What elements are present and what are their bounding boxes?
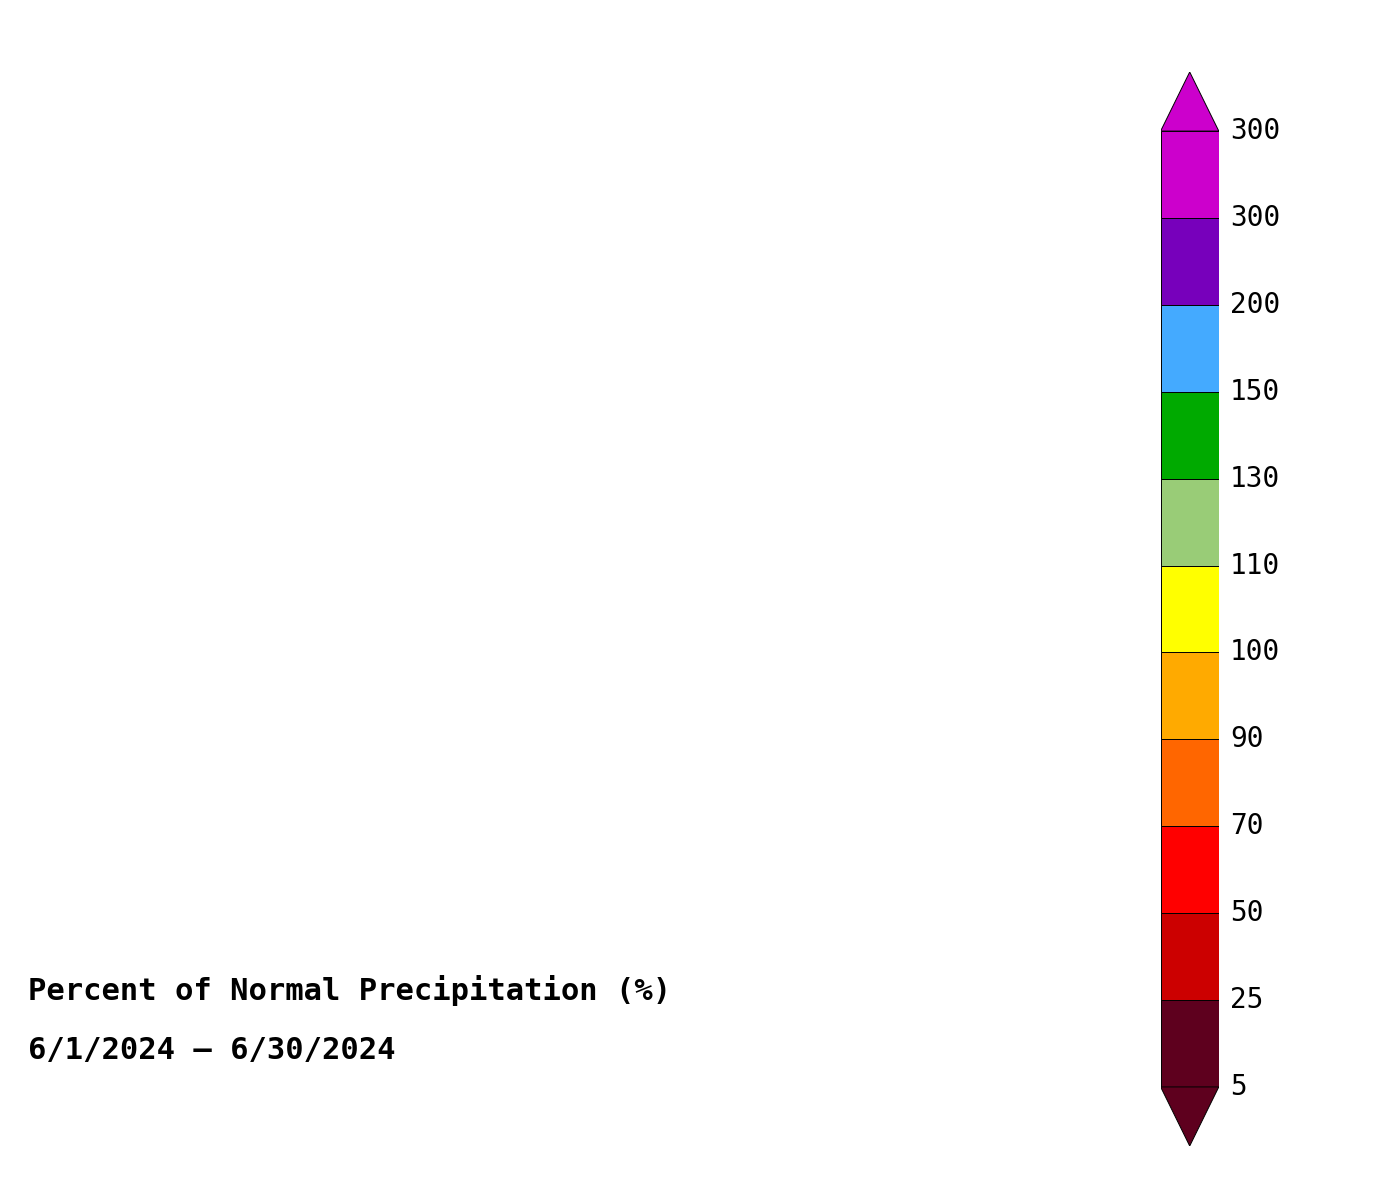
- Text: Percent of Normal Precipitation (%): Percent of Normal Precipitation (%): [28, 974, 670, 1006]
- Bar: [1161, 305, 1219, 391]
- Text: 70: 70: [1230, 812, 1263, 840]
- Bar: [1161, 739, 1219, 827]
- Text: 150: 150: [1230, 378, 1280, 406]
- Polygon shape: [1161, 1087, 1219, 1146]
- Bar: [1161, 827, 1219, 913]
- Bar: [1161, 218, 1219, 305]
- Text: 200: 200: [1230, 290, 1280, 319]
- Bar: [1161, 479, 1219, 565]
- Polygon shape: [1161, 72, 1219, 131]
- Bar: [1161, 565, 1219, 653]
- Text: 300: 300: [1230, 204, 1280, 232]
- Text: 110: 110: [1230, 552, 1280, 580]
- Bar: [1161, 653, 1219, 739]
- Text: 90: 90: [1230, 725, 1263, 754]
- Text: 25: 25: [1230, 986, 1263, 1014]
- Text: 300: 300: [1230, 118, 1280, 145]
- Bar: [1161, 913, 1219, 1000]
- Text: 6/1/2024 – 6/30/2024: 6/1/2024 – 6/30/2024: [28, 1036, 395, 1064]
- Bar: [1161, 1000, 1219, 1087]
- Text: 50: 50: [1230, 899, 1263, 928]
- Text: 130: 130: [1230, 464, 1280, 493]
- Text: 100: 100: [1230, 638, 1280, 666]
- Text: 5: 5: [1230, 1073, 1247, 1100]
- Bar: [1161, 391, 1219, 479]
- Bar: [1161, 131, 1219, 218]
